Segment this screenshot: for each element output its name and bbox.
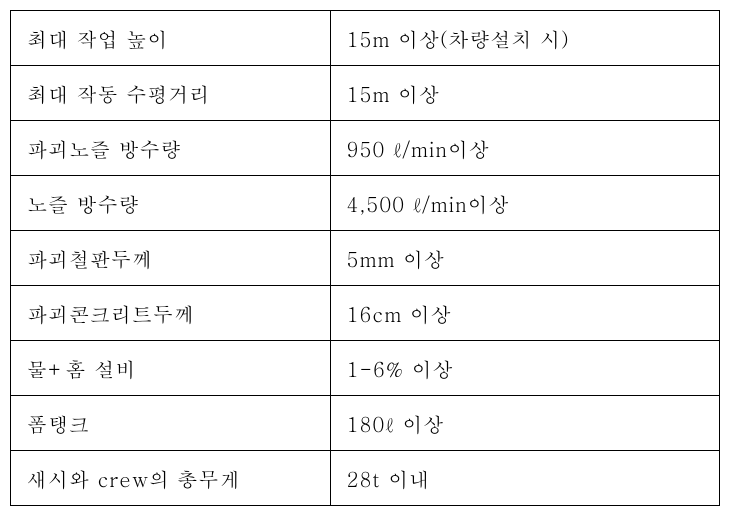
table-row: 폼탱크 180ℓ 이상 bbox=[11, 396, 720, 451]
table-row: 물+홈 설비 1-6% 이상 bbox=[11, 341, 720, 396]
row-value: 16cm 이상 bbox=[330, 286, 719, 341]
table-row: 최대 작동 수평거리 15m 이상 bbox=[11, 66, 720, 121]
table-row: 노즐 방수량 4,500 ℓ/min이상 bbox=[11, 176, 720, 231]
table-row: 파괴콘크리트두께 16cm 이상 bbox=[11, 286, 720, 341]
row-label: 폼탱크 bbox=[11, 396, 331, 451]
row-value: 180ℓ 이상 bbox=[330, 396, 719, 451]
table-body: 최대 작업 높이 15m 이상(차량설치 시) 최대 작동 수평거리 15m 이… bbox=[11, 11, 720, 506]
row-value: 5mm 이상 bbox=[330, 231, 719, 286]
row-label: 파괴콘크리트두께 bbox=[11, 286, 331, 341]
row-value: 28t 이내 bbox=[330, 451, 719, 506]
row-label: 최대 작업 높이 bbox=[11, 11, 331, 66]
table-row: 파괴철판두께 5mm 이상 bbox=[11, 231, 720, 286]
row-value: 15m 이상 bbox=[330, 66, 719, 121]
row-label: 파괴노즐 방수량 bbox=[11, 121, 331, 176]
row-label: 새시와 crew의 총무게 bbox=[11, 451, 331, 506]
row-value: 1-6% 이상 bbox=[330, 341, 719, 396]
spec-table: 최대 작업 높이 15m 이상(차량설치 시) 최대 작동 수평거리 15m 이… bbox=[10, 10, 720, 506]
row-value: 4,500 ℓ/min이상 bbox=[330, 176, 719, 231]
row-value: 950 ℓ/min이상 bbox=[330, 121, 719, 176]
table-row: 파괴노즐 방수량 950 ℓ/min이상 bbox=[11, 121, 720, 176]
row-label: 노즐 방수량 bbox=[11, 176, 331, 231]
row-label: 물+홈 설비 bbox=[11, 341, 331, 396]
table-row: 최대 작업 높이 15m 이상(차량설치 시) bbox=[11, 11, 720, 66]
row-label: 최대 작동 수평거리 bbox=[11, 66, 331, 121]
table-row: 새시와 crew의 총무게 28t 이내 bbox=[11, 451, 720, 506]
row-label: 파괴철판두께 bbox=[11, 231, 331, 286]
row-value: 15m 이상(차량설치 시) bbox=[330, 11, 719, 66]
